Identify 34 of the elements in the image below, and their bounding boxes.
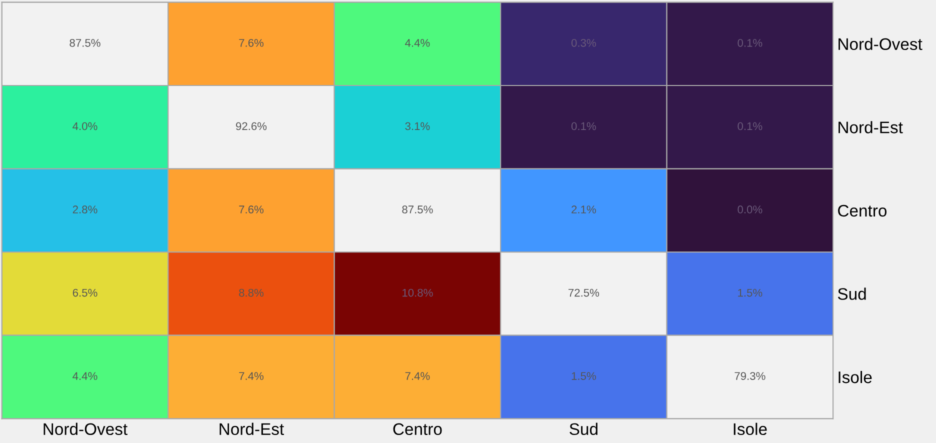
- data-label: 0.1%: [571, 122, 596, 130]
- data-label: 4.4%: [405, 39, 430, 47]
- data-label: 8.8%: [239, 288, 264, 297]
- y-tick-label: Isole: [838, 370, 872, 384]
- y-tick-label: Sud: [838, 288, 866, 300]
- x-tick-label: Centro: [393, 423, 442, 436]
- data-label: 0.1%: [738, 38, 762, 47]
- data-label: 6.5%: [72, 288, 98, 297]
- x-tick-label: Sud: [570, 422, 598, 436]
- data-label: 0.0%: [738, 206, 762, 214]
- data-label: 7.4%: [405, 372, 430, 380]
- data-label: 0.1%: [738, 122, 762, 130]
- data-label: 2.8%: [72, 206, 98, 214]
- data-label: 87.5%: [402, 206, 433, 214]
- data-label: 4.4%: [72, 372, 98, 380]
- data-label: 7.4%: [239, 372, 264, 380]
- x-tick-label: Isole: [734, 422, 767, 436]
- data-label: 2.1%: [572, 206, 596, 214]
- data-label: 3.1%: [405, 122, 430, 130]
- y-tick-label: Nord-Ovest: [838, 38, 922, 50]
- x-tick-label: Nord-Est: [220, 422, 284, 436]
- data-label: 72.5%: [568, 288, 600, 297]
- y-tick-label: Centro: [838, 204, 887, 217]
- data-label: 4.0%: [72, 122, 98, 130]
- data-label: 7.6%: [239, 206, 264, 214]
- data-label: 1.5%: [572, 372, 596, 380]
- data-label: 92.6%: [236, 122, 267, 130]
- data-label: 10.8%: [402, 288, 433, 297]
- data-label: 7.6%: [239, 38, 264, 47]
- x-tick-label: Nord-Ovest: [44, 422, 128, 436]
- y-tick-label: Nord-Est: [838, 121, 903, 134]
- data-label: 79.3%: [734, 372, 766, 380]
- data-label: 87.5%: [70, 38, 100, 47]
- data-label: 1.5%: [738, 288, 762, 297]
